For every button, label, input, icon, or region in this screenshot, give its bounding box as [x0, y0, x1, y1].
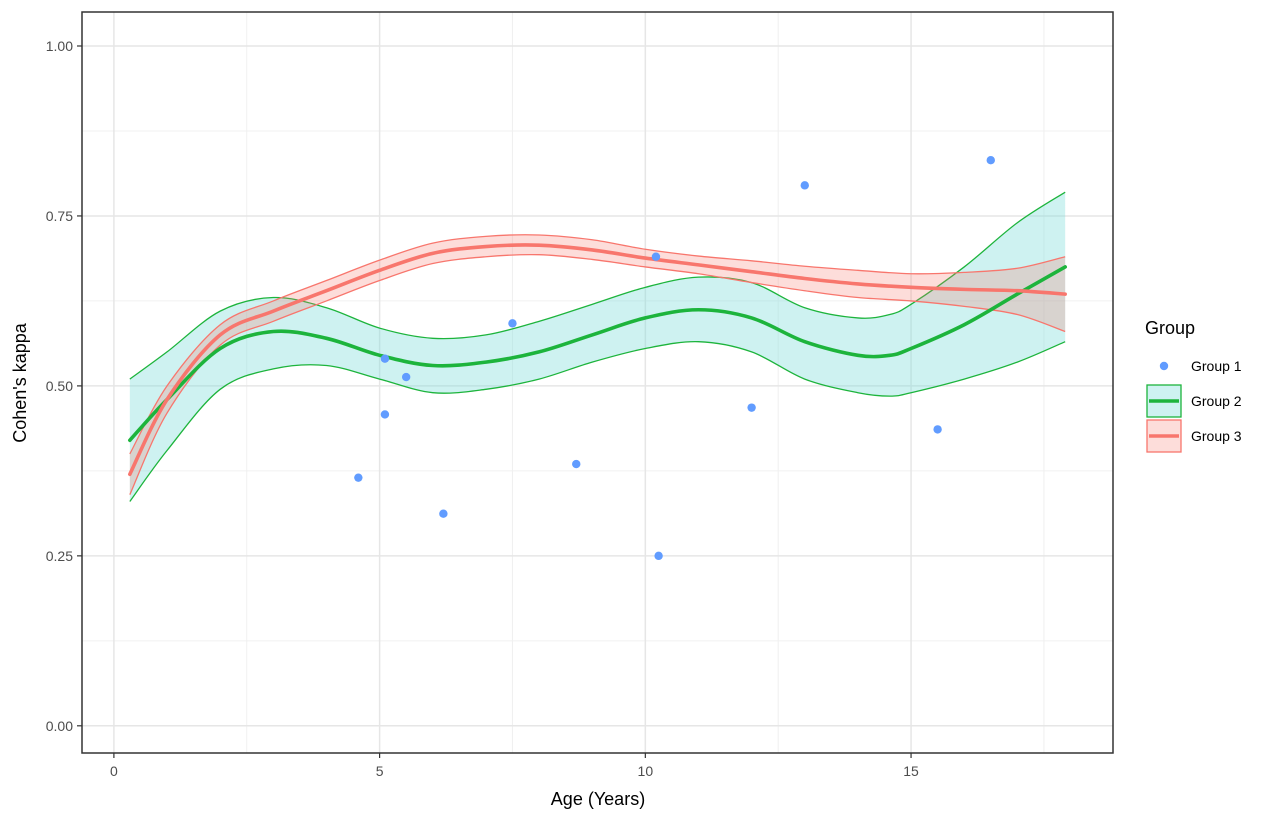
x-tick-label: 0 — [110, 763, 118, 779]
data-point — [439, 509, 448, 518]
y-axis-title: Cohen's kappa — [10, 322, 30, 443]
legend-label-group-3: Group 3 — [1191, 428, 1242, 444]
legend-title: Group — [1145, 318, 1195, 338]
y-axis-ticks: 0.00 0.25 0.50 0.75 1.00 — [46, 38, 82, 734]
legend: Group Group 1 Group 2 Group 3 — [1145, 318, 1242, 453]
group-3-smooth-line — [128, 243, 1067, 477]
confidence-bands — [129, 191, 1066, 502]
y-tick-label: 1.00 — [46, 38, 73, 54]
data-point — [572, 459, 581, 469]
legend-keys: Group 1 Group 2 Group 3 — [1146, 358, 1242, 453]
group-2-confidence-band — [129, 192, 1066, 502]
group-2-lower-bound — [129, 341, 1066, 502]
data-point — [401, 372, 411, 382]
x-tick-label: 15 — [903, 763, 919, 779]
group-2-smooth-line — [128, 265, 1067, 443]
y-tick-label: 0.75 — [46, 208, 73, 224]
group-3-lower-bound — [129, 253, 1066, 495]
y-tick-label: 0.00 — [46, 718, 73, 734]
x-tick-label: 10 — [638, 763, 654, 779]
y-tick-label: 0.25 — [46, 548, 73, 564]
data-point — [986, 156, 995, 165]
x-axis-ticks: 0 5 10 15 — [110, 753, 919, 779]
legend-label-group-1: Group 1 — [1191, 358, 1242, 374]
data-point — [933, 425, 942, 434]
smooth-lines — [128, 243, 1067, 477]
data-point — [508, 319, 517, 328]
x-tick-label: 5 — [376, 763, 384, 779]
x-axis-title: Age (Years) — [551, 789, 645, 809]
y-tick-label: 0.50 — [46, 378, 73, 394]
legend-key-group-1 — [1159, 361, 1169, 371]
group-3-upper-bound — [129, 234, 1066, 455]
data-point — [651, 252, 661, 261]
group-2-upper-bound — [129, 191, 1066, 380]
panel-border — [81, 11, 1114, 754]
data-point — [380, 410, 390, 419]
data-point — [800, 181, 809, 190]
data-point — [747, 403, 756, 412]
legend-label-group-2: Group 2 — [1191, 393, 1242, 409]
data-point — [654, 551, 663, 561]
data-point — [380, 354, 390, 363]
data-points — [354, 156, 995, 561]
data-point — [354, 473, 363, 482]
